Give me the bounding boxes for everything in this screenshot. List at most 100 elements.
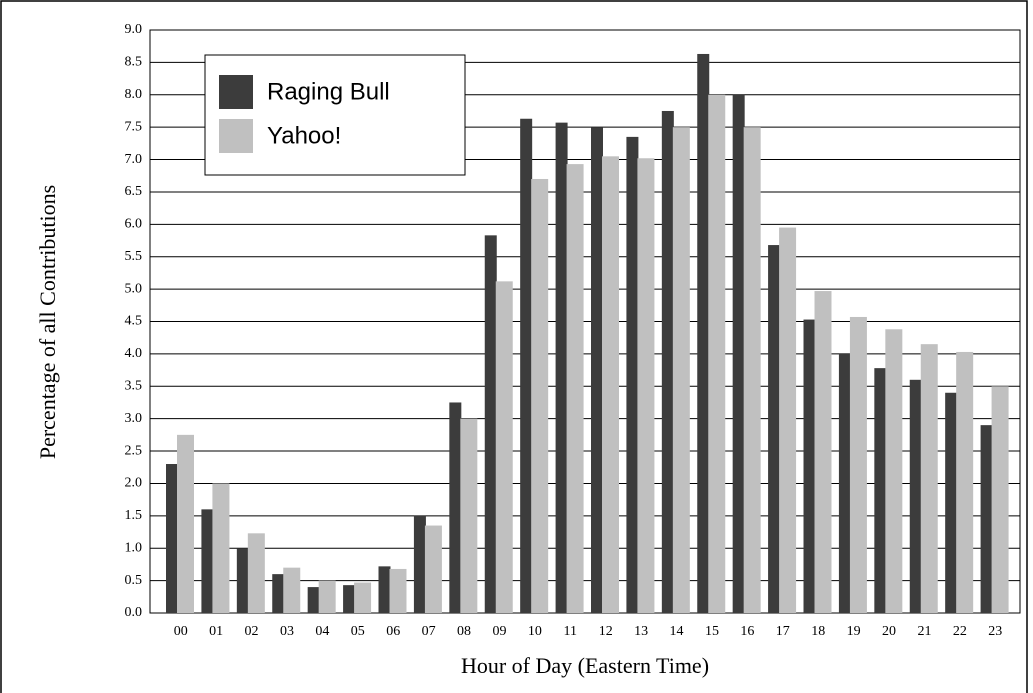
x-tick-label: 01 <box>209 624 223 639</box>
x-tick-label: 13 <box>634 624 648 639</box>
legend-label: Yahoo! <box>267 122 341 149</box>
bar <box>814 291 832 613</box>
x-tick-label: 18 <box>811 624 825 639</box>
bar <box>566 164 584 613</box>
bar <box>177 434 194 613</box>
bar <box>743 127 761 614</box>
x-tick-label: 09 <box>492 624 506 639</box>
y-tick-label: 2.0 <box>125 476 143 491</box>
bar <box>318 580 336 613</box>
y-tick-label: 3.5 <box>125 378 143 393</box>
bar <box>272 574 285 613</box>
x-tick-label: 23 <box>988 624 1002 639</box>
legend-swatch <box>219 75 253 109</box>
bar <box>389 568 407 613</box>
bar <box>708 94 726 614</box>
bar <box>768 245 781 613</box>
bar <box>980 425 993 613</box>
bar <box>849 316 867 613</box>
bar <box>874 368 887 613</box>
bar <box>495 281 513 613</box>
x-tick-label: 05 <box>351 624 365 639</box>
y-tick-label: 6.0 <box>125 217 143 232</box>
x-tick-label: 17 <box>776 624 790 639</box>
y-tick-label: 5.0 <box>125 281 143 296</box>
x-tick-label: 15 <box>705 624 719 639</box>
bar <box>424 525 442 613</box>
bar <box>885 329 903 613</box>
x-tick-label: 00 <box>174 624 188 639</box>
x-tick-label: 19 <box>847 624 861 639</box>
bar <box>626 136 639 613</box>
bar <box>838 353 851 613</box>
x-tick-label: 10 <box>528 624 542 639</box>
bar <box>166 464 178 613</box>
bar <box>201 509 214 613</box>
bar <box>378 566 391 613</box>
bar <box>779 227 797 614</box>
bar <box>991 386 1009 613</box>
bar <box>531 178 549 613</box>
y-tick-label: 6.5 <box>125 184 143 199</box>
y-tick-label: 1.0 <box>125 540 143 555</box>
y-tick-label: 4.5 <box>125 314 143 329</box>
y-axis-label: Percentage of all Contributions <box>35 185 60 459</box>
x-tick-label: 06 <box>386 624 400 639</box>
legend-swatch <box>219 119 253 153</box>
x-tick-label: 03 <box>280 624 294 639</box>
y-tick-label: 7.5 <box>125 119 143 134</box>
bar <box>909 379 922 613</box>
bar <box>945 392 958 613</box>
y-tick-label: 3.0 <box>125 411 143 426</box>
x-tick-label: 08 <box>457 624 471 639</box>
x-tick-label: 07 <box>422 624 436 639</box>
y-tick-label: 8.5 <box>125 55 143 70</box>
bar <box>697 53 710 614</box>
bar <box>236 548 249 613</box>
x-axis-label: Hour of Day (Eastern Time) <box>461 653 709 678</box>
x-tick-label: 16 <box>740 624 754 639</box>
plot-border <box>149 29 1021 614</box>
bar <box>803 319 816 613</box>
bar <box>591 127 603 614</box>
bar <box>732 94 745 614</box>
y-tick-label: 5.5 <box>125 249 143 264</box>
x-tick-label: 02 <box>245 624 259 639</box>
bar <box>661 110 674 613</box>
y-tick-label: 4.0 <box>125 346 143 361</box>
y-tick-label: 8.0 <box>125 87 143 102</box>
bar <box>460 418 478 613</box>
y-tick-label: 2.5 <box>125 443 143 458</box>
bar <box>956 351 974 613</box>
bar <box>247 533 265 613</box>
bar <box>212 483 230 613</box>
x-tick-label: 04 <box>315 624 329 639</box>
bar <box>354 582 372 613</box>
bar <box>283 567 301 613</box>
bar <box>672 127 690 614</box>
bar <box>920 344 938 613</box>
bar <box>555 122 568 613</box>
bar <box>449 402 462 613</box>
legend-box <box>204 54 466 176</box>
y-tick-label: 9.0 <box>125 22 143 37</box>
bar <box>637 158 655 613</box>
bar <box>520 118 533 614</box>
bar <box>307 587 320 613</box>
x-tick-label: 11 <box>564 624 577 639</box>
x-tick-label: 20 <box>882 624 896 639</box>
x-tick-label: 14 <box>670 624 684 639</box>
bar <box>484 235 497 613</box>
x-tick-label: 12 <box>599 624 613 639</box>
x-tick-label: 22 <box>953 624 967 639</box>
y-tick-label: 7.0 <box>125 152 143 167</box>
bar <box>343 585 356 613</box>
y-tick-label: 0.0 <box>125 605 143 620</box>
bar <box>413 515 426 613</box>
y-tick-label: 0.5 <box>125 573 143 588</box>
y-tick-label: 1.5 <box>125 508 143 523</box>
legend-label: Raging Bull <box>267 78 390 105</box>
bar <box>602 156 619 614</box>
